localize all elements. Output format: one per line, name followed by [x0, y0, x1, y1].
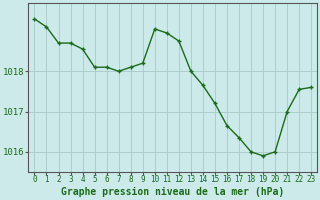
- X-axis label: Graphe pression niveau de la mer (hPa): Graphe pression niveau de la mer (hPa): [61, 187, 284, 197]
